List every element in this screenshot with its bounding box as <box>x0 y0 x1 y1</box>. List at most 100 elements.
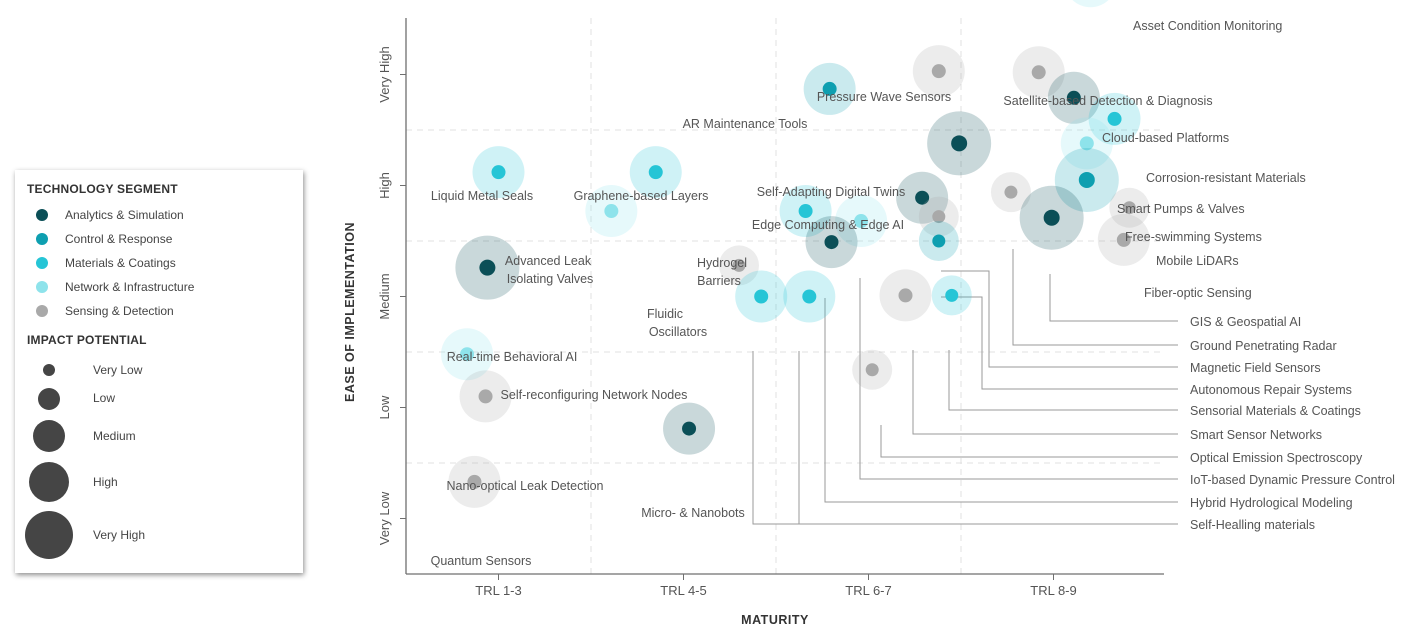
bubble-core <box>898 288 913 303</box>
bubble-core <box>479 259 496 276</box>
bubble-point <box>719 245 759 286</box>
bubble-point <box>1097 213 1150 266</box>
bubble-point <box>1054 147 1119 212</box>
bubble-core <box>802 289 817 304</box>
callout-label: Magnetic Field Sensors <box>1190 361 1321 375</box>
leader-line <box>859 278 1178 480</box>
bubble-point <box>927 111 992 176</box>
legend-item-network: Network & Infrastructure <box>15 277 295 297</box>
legend-size-medium: Medium <box>15 419 295 453</box>
bubble-point <box>931 275 972 316</box>
leader-line <box>948 350 1178 411</box>
bubble-core <box>1043 209 1060 226</box>
bubble-point <box>585 185 638 238</box>
point-label: Edge Computing & Edge AI <box>752 218 904 232</box>
axis-layer: TRL 1-3 TRL 4-5 TRL 6-7 TRL 8-9 Very Low Low M… <box>343 18 1164 627</box>
bubble-point <box>1088 92 1141 145</box>
bubble-point <box>1012 46 1065 99</box>
point-label: Barriers <box>697 274 741 288</box>
point-label: Fluidic <box>647 307 683 321</box>
point-label: Satellite-based Detection & Diagnosis <box>1003 94 1212 108</box>
bubble-core <box>1107 111 1122 126</box>
bubble-core <box>478 389 493 404</box>
bubble-point <box>441 328 494 381</box>
point-label: Free-swimming Systems <box>1125 230 1262 244</box>
bubble-core <box>1078 171 1095 188</box>
legend: TECHNOLOGY SEGMENT Analytics & Simulatio… <box>15 170 303 573</box>
y-tick-label: High <box>377 172 392 199</box>
bubble-point <box>783 270 836 323</box>
y-tick-label: Low <box>377 395 392 419</box>
bubble-core <box>822 81 837 96</box>
bubble-point <box>1109 187 1150 228</box>
x-tick-label: TRL 8-9 <box>1030 583 1076 598</box>
legend-label: Materials & Coatings <box>65 256 176 270</box>
x-tick-label: TRL 6-7 <box>845 583 891 598</box>
bubble-core <box>932 234 946 248</box>
callout-label: GIS & Geospatial AI <box>1190 315 1301 329</box>
point-label: Liquid Metal Seals <box>431 189 533 203</box>
y-tick-label: Very High <box>377 46 392 102</box>
bubble-core <box>732 258 746 272</box>
callout-labels: GIS & Geospatial AI Ground Penetrating Ra… <box>1190 315 1395 532</box>
bubble-point <box>912 45 965 98</box>
bubble-layer <box>441 0 1150 508</box>
bubble-core <box>824 235 839 250</box>
bubble-point <box>918 221 959 261</box>
bubble-point <box>1047 71 1100 124</box>
bubble-point <box>918 196 959 237</box>
legend-swatch <box>36 209 48 221</box>
point-label: Isolating Valves <box>507 272 594 286</box>
bubble-core <box>460 347 475 362</box>
bubble-core <box>648 165 663 180</box>
bubble-point <box>805 216 858 269</box>
bubble-core <box>1066 90 1081 105</box>
point-label: Self-Adapting Digital Twins <box>757 185 905 199</box>
legend-size-label: Very High <box>93 528 146 542</box>
callout-label: Autonomous Repair Systems <box>1190 383 1352 397</box>
legend-item-sensing: Sensing & Detection <box>15 301 295 321</box>
callout-label: Ground Penetrating Radar <box>1190 339 1337 353</box>
bubble-halo <box>1072 0 1109 8</box>
legend-size-high: High <box>15 460 295 504</box>
bubble-point <box>896 171 949 224</box>
x-tick-label: TRL 1-3 <box>475 583 521 598</box>
point-label: Quantum Sensors <box>431 554 532 568</box>
leader-line <box>1049 274 1178 322</box>
legend-swatch <box>36 257 48 269</box>
leader-line <box>1012 249 1178 346</box>
y-axis-title: EASE OF IMPLEMENTATION <box>343 222 357 402</box>
x-axis-title: MATURITY <box>741 613 809 627</box>
legend-impact-title: IMPACT POTENTIAL <box>27 333 147 347</box>
legend-size-label: High <box>93 475 118 489</box>
bubble-point <box>663 402 716 455</box>
bubble-core <box>931 64 946 79</box>
bubble-point <box>455 235 520 300</box>
callout-label: IoT-based Dynamic Pressure Control <box>1190 473 1395 487</box>
legend-item-analytics: Analytics & Simulation <box>15 205 295 225</box>
legend-label: Sensing & Detection <box>65 304 174 318</box>
bubble-point <box>990 172 1031 213</box>
bubble-core <box>1031 65 1046 80</box>
point-label: Mobile LiDARs <box>1156 254 1239 268</box>
y-tick-label: Medium <box>377 273 392 319</box>
bubble-core <box>1004 185 1018 199</box>
legend-size-label: Low <box>93 391 116 405</box>
leader-line <box>941 296 1178 390</box>
point-label: Corrosion-resistant Materials <box>1146 171 1306 185</box>
point-label: Nano-optical Leak Detection <box>446 479 603 493</box>
point-label: AR Maintenance Tools <box>683 117 808 131</box>
legend-label: Network & Infrastructure <box>65 280 195 294</box>
bubble-core <box>932 210 946 224</box>
bubble-core <box>491 165 506 180</box>
bubble-core <box>945 288 959 302</box>
legend-item-materials: Materials & Coatings <box>15 253 295 273</box>
bubble-core <box>682 421 697 436</box>
leader-lines <box>752 249 1178 525</box>
legend-size-dot <box>43 364 55 376</box>
grid-layer <box>406 18 1164 574</box>
leader-line <box>824 298 1178 503</box>
point-label: Asset Condition Monitoring <box>1133 19 1282 33</box>
bubble-core <box>951 135 968 152</box>
bubble-point <box>852 349 893 390</box>
